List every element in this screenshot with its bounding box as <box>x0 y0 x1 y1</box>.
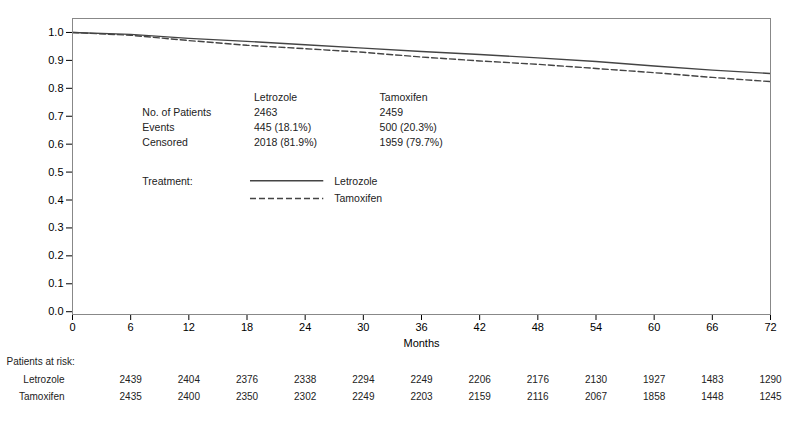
svg-text:Treatment:: Treatment: <box>142 175 192 187</box>
svg-text:0.5: 0.5 <box>48 166 63 178</box>
svg-text:0.2: 0.2 <box>48 249 63 261</box>
svg-text:2176: 2176 <box>527 374 550 385</box>
svg-text:6: 6 <box>128 321 134 333</box>
svg-text:30: 30 <box>357 321 369 333</box>
svg-text:Events: Events <box>142 121 174 133</box>
svg-text:66: 66 <box>706 321 718 333</box>
svg-text:36: 36 <box>415 321 427 333</box>
svg-text:0.4: 0.4 <box>48 194 63 206</box>
svg-text:48: 48 <box>532 321 544 333</box>
svg-text:2130: 2130 <box>585 374 608 385</box>
svg-text:Tamoxifen: Tamoxifen <box>380 91 428 103</box>
svg-text:0: 0 <box>69 321 75 333</box>
svg-text:0.1: 0.1 <box>48 277 63 289</box>
svg-text:2350: 2350 <box>236 391 259 402</box>
svg-text:54: 54 <box>590 321 602 333</box>
svg-text:2439: 2439 <box>120 374 143 385</box>
svg-text:0.6: 0.6 <box>48 138 63 150</box>
svg-text:2249: 2249 <box>352 391 375 402</box>
svg-text:0.8: 0.8 <box>48 82 63 94</box>
svg-text:500 (20.3%): 500 (20.3%) <box>380 121 437 133</box>
svg-text:2463: 2463 <box>254 106 278 118</box>
svg-text:72: 72 <box>764 321 776 333</box>
svg-text:2302: 2302 <box>294 391 317 402</box>
svg-text:2294: 2294 <box>352 374 375 385</box>
svg-text:1927: 1927 <box>643 374 666 385</box>
svg-text:Censored: Censored <box>142 136 188 148</box>
svg-text:2338: 2338 <box>294 374 317 385</box>
svg-text:42: 42 <box>474 321 486 333</box>
svg-text:2435: 2435 <box>120 391 143 402</box>
svg-text:2067: 2067 <box>585 391 608 402</box>
svg-text:1858: 1858 <box>643 391 666 402</box>
svg-text:2249: 2249 <box>410 374 433 385</box>
svg-text:1290: 1290 <box>759 374 782 385</box>
svg-text:0.0: 0.0 <box>48 305 63 317</box>
svg-text:Patients at risk:: Patients at risk: <box>7 356 75 367</box>
svg-text:2159: 2159 <box>469 391 492 402</box>
svg-text:2203: 2203 <box>410 391 433 402</box>
svg-text:No. of Patients: No. of Patients <box>142 106 211 118</box>
svg-text:Months: Months <box>403 337 440 349</box>
svg-text:Letrozole: Letrozole <box>254 91 297 103</box>
svg-text:24: 24 <box>299 321 311 333</box>
svg-text:0.3: 0.3 <box>48 221 63 233</box>
svg-text:18: 18 <box>241 321 253 333</box>
svg-text:1483: 1483 <box>701 374 724 385</box>
svg-text:1.0: 1.0 <box>48 26 63 38</box>
svg-text:2404: 2404 <box>178 374 201 385</box>
svg-text:Tamoxifen: Tamoxifen <box>334 192 382 204</box>
svg-text:2376: 2376 <box>236 374 259 385</box>
svg-text:445 (18.1%): 445 (18.1%) <box>254 121 311 133</box>
svg-text:0.7: 0.7 <box>48 110 63 122</box>
svg-text:60: 60 <box>648 321 660 333</box>
svg-text:2459: 2459 <box>380 106 404 118</box>
svg-text:Letrozole: Letrozole <box>23 374 65 385</box>
svg-text:0.9: 0.9 <box>48 54 63 66</box>
svg-text:2116: 2116 <box>527 391 549 402</box>
svg-text:2400: 2400 <box>178 391 201 402</box>
svg-text:Tamoxifen: Tamoxifen <box>19 391 65 402</box>
svg-text:1448: 1448 <box>701 391 724 402</box>
svg-text:1245: 1245 <box>759 391 782 402</box>
svg-text:Letrozole: Letrozole <box>334 175 377 187</box>
svg-text:2018 (81.9%): 2018 (81.9%) <box>254 136 317 148</box>
svg-text:12: 12 <box>183 321 195 333</box>
svg-text:2206: 2206 <box>469 374 492 385</box>
svg-text:1959 (79.7%): 1959 (79.7%) <box>380 136 443 148</box>
